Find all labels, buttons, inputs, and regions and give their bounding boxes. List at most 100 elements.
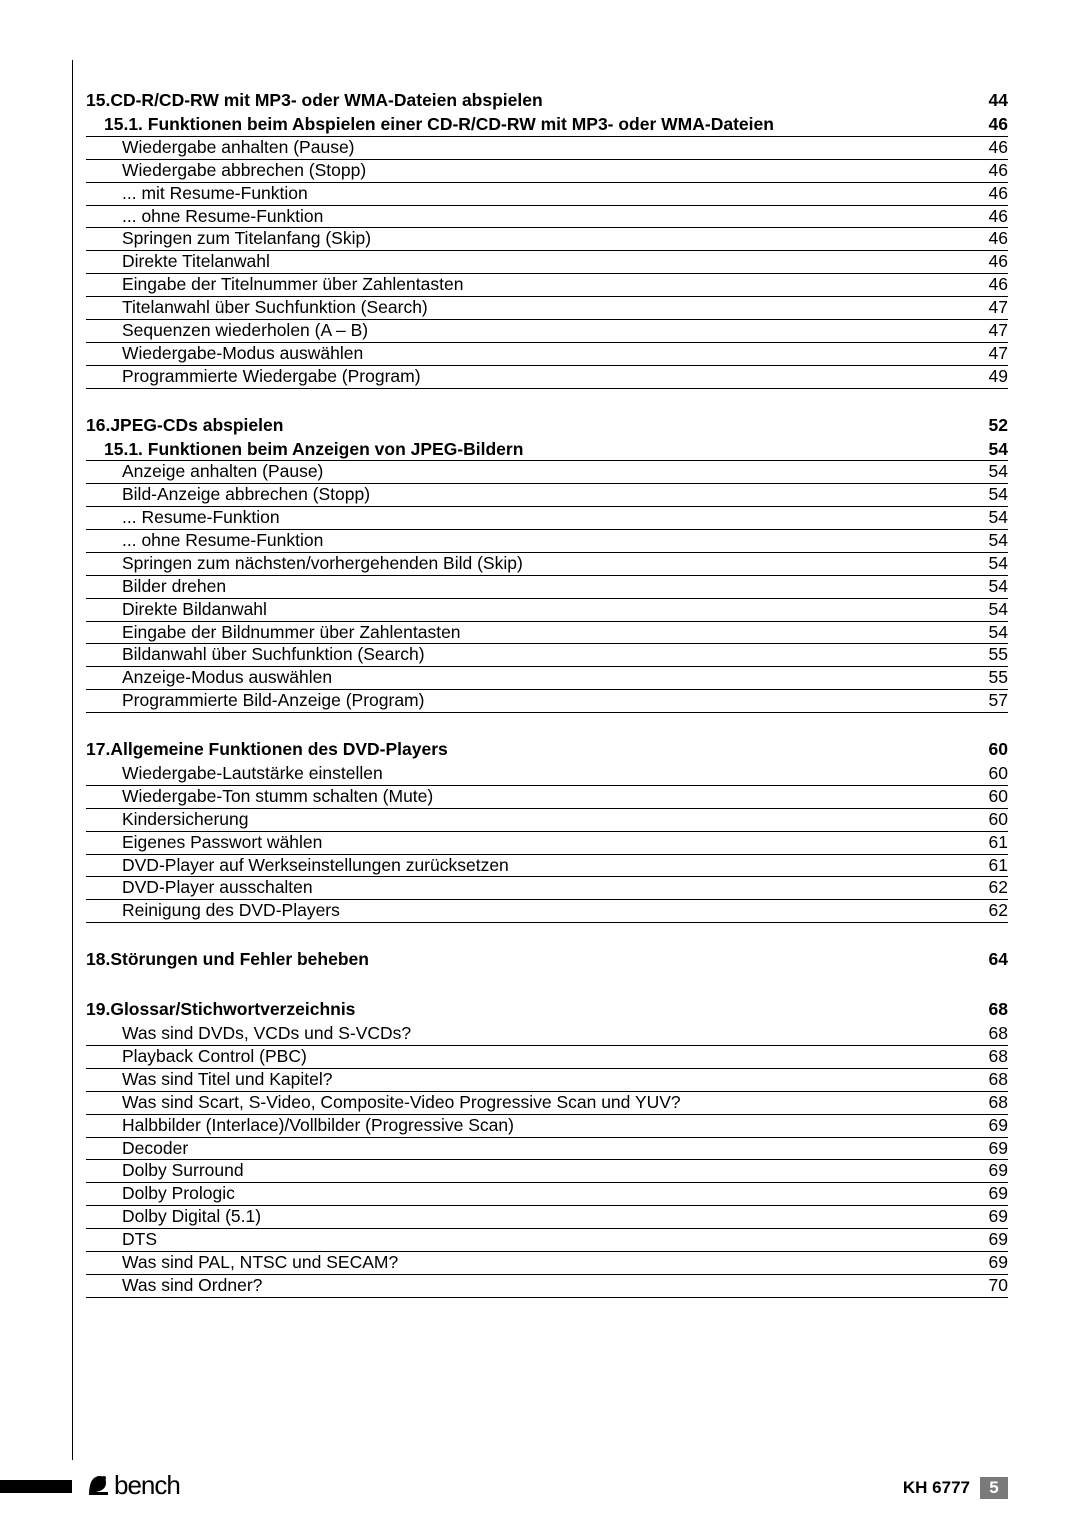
toc-item: Dolby Digital (5.1)69: [86, 1206, 1008, 1229]
toc-item-title: Dolby Prologic: [122, 1183, 979, 1205]
toc-item-title: Was sind Ordner?: [122, 1275, 979, 1297]
toc-item-title: ... mit Resume-Funktion: [122, 183, 979, 205]
toc-item-title: Springen zum Titelanfang (Skip): [122, 228, 979, 250]
section-title: JPEG-CDs abspielen: [110, 415, 978, 436]
section-title: CD-R/CD-RW mit MP3- oder WMA-Dateien abs…: [110, 90, 978, 111]
subsection-title: 15.1. Funktionen beim Anzeigen von JPEG-…: [104, 439, 979, 461]
section-heading: 17. Allgemeine Funktionen des DVD-Player…: [86, 739, 1008, 760]
toc-item: Wiedergabe-Modus auswählen47: [86, 343, 1008, 366]
section-gap: [86, 923, 1008, 949]
toc-item-title: Eingabe der Titelnummer über Zahlentaste…: [122, 274, 979, 296]
toc-item-title: DVD-Player ausschalten: [122, 877, 979, 899]
toc-item-title: Kindersicherung: [122, 809, 979, 831]
toc-item-title: Direkte Titelanwahl: [122, 251, 979, 273]
toc-item: Dolby Prologic69: [86, 1183, 1008, 1206]
page-number: 5: [980, 1477, 1008, 1499]
toc-item-page: 46: [979, 274, 1008, 296]
toc-item-title: Wiedergabe anhalten (Pause): [122, 137, 979, 159]
toc-item-title: Bildanwahl über Suchfunktion (Search): [122, 644, 979, 666]
page: 15. CD-R/CD-RW mit MP3- oder WMA-Dateien…: [0, 0, 1080, 1527]
toc-item: Was sind PAL, NTSC und SECAM?69: [86, 1252, 1008, 1275]
subsection-heading: 15.1. Funktionen beim Anzeigen von JPEG-…: [86, 439, 1008, 462]
toc-item: Halbbilder (Interlace)/Vollbilder (Progr…: [86, 1115, 1008, 1138]
toc-item: Wiedergabe-Lautstärke einstellen60: [86, 763, 1008, 786]
section-gap: [86, 389, 1008, 415]
subsection-heading: 15.1. Funktionen beim Abspielen einer CD…: [86, 114, 1008, 137]
toc-item-page: 69: [979, 1115, 1008, 1137]
toc-item: Was sind Titel und Kapitel?68: [86, 1069, 1008, 1092]
toc-item-page: 60: [979, 786, 1008, 808]
toc-item-page: 69: [979, 1252, 1008, 1274]
toc-item: Eingabe der Titelnummer über Zahlentaste…: [86, 274, 1008, 297]
toc-item-title: Decoder: [122, 1138, 979, 1160]
toc-item-title: Was sind Scart, S-Video, Composite-Video…: [122, 1092, 979, 1114]
toc-item-title: Dolby Surround: [122, 1160, 979, 1182]
toc-item: Programmierte Wiedergabe (Program)49: [86, 366, 1008, 389]
toc-item: Direkte Bildanwahl54: [86, 599, 1008, 622]
toc-item-title: Titelanwahl über Suchfunktion (Search): [122, 297, 979, 319]
brand-text: bench: [114, 1470, 180, 1500]
toc-item: Bilder drehen54: [86, 576, 1008, 599]
toc-item: ... ohne Resume-Funktion54: [86, 530, 1008, 553]
toc-item: DVD-Player auf Werkseinstellungen zurück…: [86, 855, 1008, 878]
model-box: KH 6777 5: [903, 1477, 1008, 1499]
toc-item-title: Was sind PAL, NTSC und SECAM?: [122, 1252, 979, 1274]
toc-item: Was sind Scart, S-Video, Composite-Video…: [86, 1092, 1008, 1115]
toc-item-page: 46: [979, 228, 1008, 250]
toc-item: Was sind DVDs, VCDs und S-VCDs?68: [86, 1023, 1008, 1046]
toc-item: Wiedergabe-Ton stumm schalten (Mute)60: [86, 786, 1008, 809]
toc-item-title: Playback Control (PBC): [122, 1046, 979, 1068]
section-number: 16.: [86, 415, 110, 436]
toc-item-title: Anzeige anhalten (Pause): [122, 461, 979, 483]
toc-item: Reinigung des DVD-Players62: [86, 900, 1008, 923]
toc-item: ... ohne Resume-Funktion46: [86, 206, 1008, 229]
toc-item-title: Bild-Anzeige abbrechen (Stopp): [122, 484, 979, 506]
toc-item-title: ... Resume-Funktion: [122, 507, 979, 529]
section-number: 19.: [86, 999, 110, 1020]
toc-item-title: Programmierte Wiedergabe (Program): [122, 366, 979, 388]
toc-item-page: 54: [979, 553, 1008, 575]
section-heading: 16. JPEG-CDs abspielen52: [86, 415, 1008, 436]
section-page: 52: [979, 415, 1008, 436]
footer-accent-bar: [0, 1480, 72, 1493]
toc-item-page: 54: [979, 599, 1008, 621]
model-label: KH 6777: [903, 1478, 970, 1498]
section-heading: 18. Störungen und Fehler beheben64: [86, 949, 1008, 970]
toc-item-page: 54: [979, 507, 1008, 529]
toc-item-page: 46: [979, 206, 1008, 228]
toc-item-page: 54: [979, 484, 1008, 506]
toc-item: Dolby Surround69: [86, 1160, 1008, 1183]
section-heading: 15. CD-R/CD-RW mit MP3- oder WMA-Dateien…: [86, 90, 1008, 111]
toc-item-page: 69: [979, 1229, 1008, 1251]
toc-item-title: Anzeige-Modus auswählen: [122, 667, 979, 689]
toc-item: Kindersicherung60: [86, 809, 1008, 832]
toc-item-title: Direkte Bildanwahl: [122, 599, 979, 621]
subsection-page: 46: [979, 114, 1008, 136]
toc-item-title: Wiedergabe-Ton stumm schalten (Mute): [122, 786, 979, 808]
toc-item-page: 69: [979, 1183, 1008, 1205]
toc-item-title: DVD-Player auf Werkseinstellungen zurück…: [122, 855, 979, 877]
toc-item-page: 68: [979, 1046, 1008, 1068]
toc-item-page: 69: [979, 1160, 1008, 1182]
section-number: 15.: [86, 90, 110, 111]
toc-item-title: Wiedergabe-Modus auswählen: [122, 343, 979, 365]
toc-item-page: 47: [979, 297, 1008, 319]
toc-item: Eingabe der Bildnummer über Zahlentasten…: [86, 622, 1008, 645]
toc-item: ... Resume-Funktion54: [86, 507, 1008, 530]
toc-item-title: Was sind Titel und Kapitel?: [122, 1069, 979, 1091]
toc-item-title: Dolby Digital (5.1): [122, 1206, 979, 1228]
toc-item-title: Sequenzen wiederholen (A – B): [122, 320, 979, 342]
toc-item-title: Halbbilder (Interlace)/Vollbilder (Progr…: [122, 1115, 979, 1137]
toc-item: DVD-Player ausschalten62: [86, 877, 1008, 900]
toc-item-page: 54: [979, 622, 1008, 644]
section-number: 17.: [86, 739, 110, 760]
toc-item-page: 54: [979, 461, 1008, 483]
toc-item-page: 69: [979, 1138, 1008, 1160]
toc-item: Sequenzen wiederholen (A – B)47: [86, 320, 1008, 343]
section-page: 68: [979, 999, 1008, 1020]
toc-item-title: Programmierte Bild-Anzeige (Program): [122, 690, 979, 712]
section-page: 60: [979, 739, 1008, 760]
toc-item: Anzeige anhalten (Pause)54: [86, 461, 1008, 484]
section-heading: 19. Glossar/Stichwortverzeichnis68: [86, 999, 1008, 1020]
toc-item-page: 70: [979, 1275, 1008, 1297]
